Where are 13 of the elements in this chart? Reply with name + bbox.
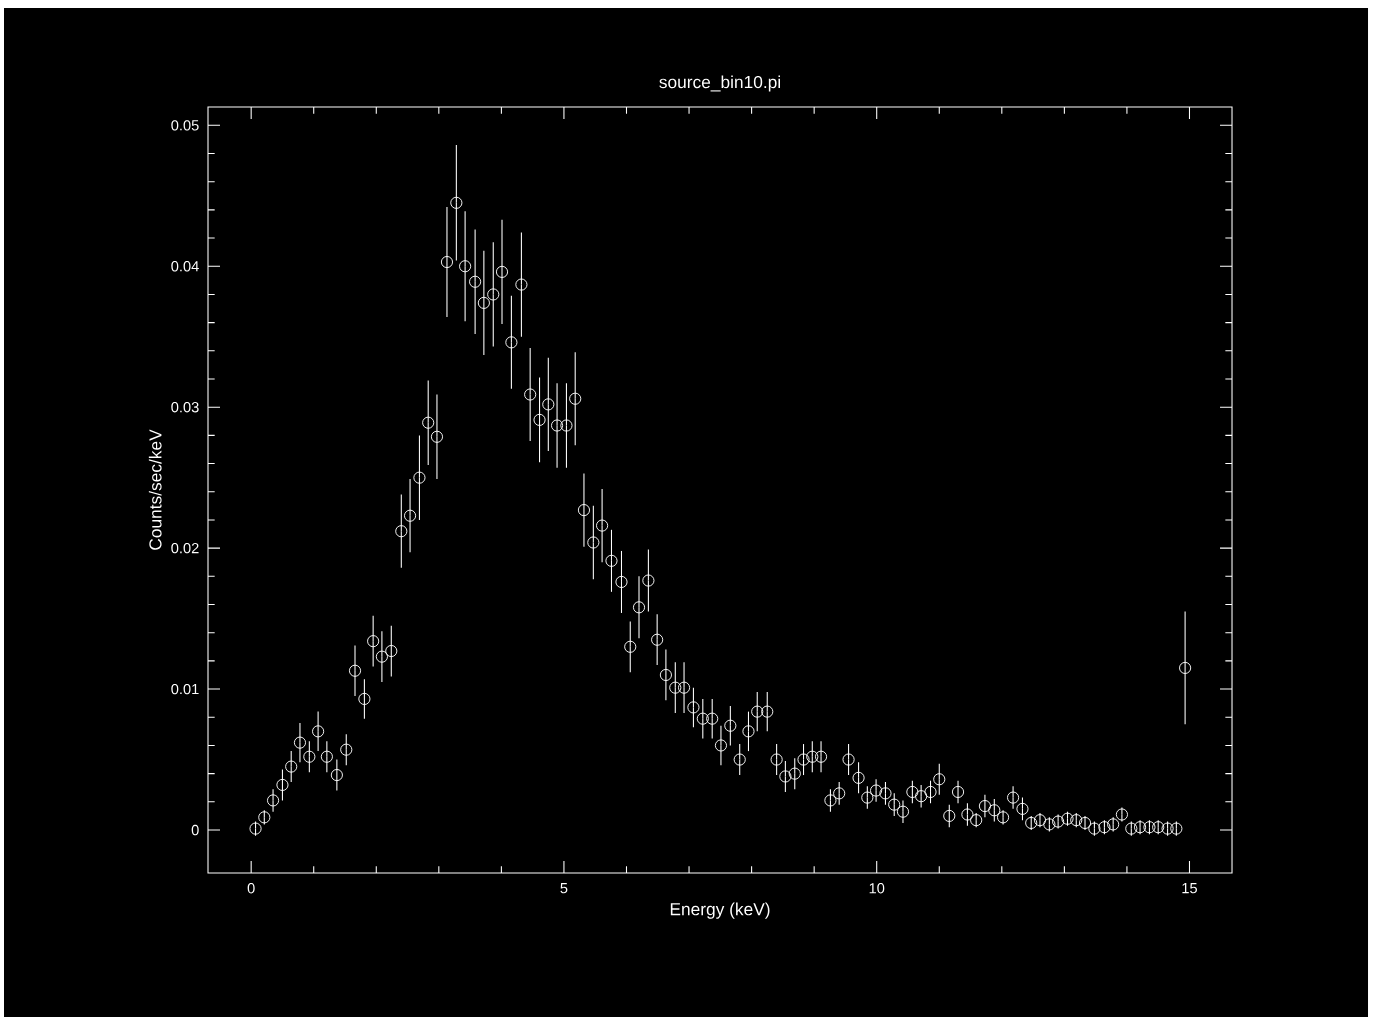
y-tick-label: 0 bbox=[191, 824, 199, 836]
y-tick-label: 0.02 bbox=[171, 542, 199, 554]
chart-title: source_bin10.pi bbox=[659, 75, 780, 92]
x-tick-label: 5 bbox=[560, 883, 568, 894]
x-tick-label: 10 bbox=[869, 883, 885, 894]
y-tick-label: 0.05 bbox=[171, 120, 199, 131]
y-tick-label: 0.01 bbox=[171, 683, 199, 695]
y-tick-label: 0.04 bbox=[171, 261, 199, 272]
x-tick-label: 0 bbox=[247, 883, 255, 894]
x-tick-label: 15 bbox=[1182, 883, 1198, 894]
y-tick-label: 0.03 bbox=[171, 402, 199, 413]
y-axis-title: Counts/sec/keV bbox=[148, 429, 162, 550]
x-axis-title: Energy (keV) bbox=[670, 902, 770, 919]
